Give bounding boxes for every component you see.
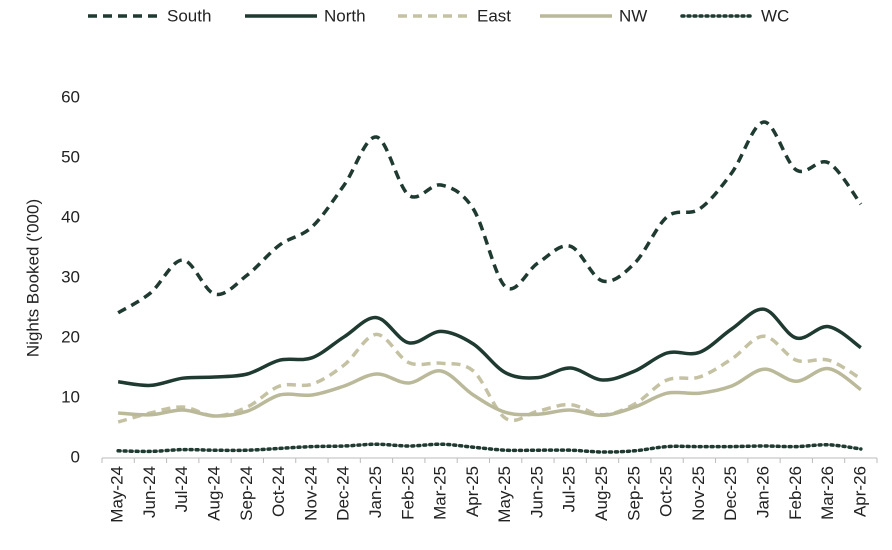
x-tick-label: Sep-25 (624, 466, 643, 521)
x-tick-label: Jan-25 (366, 466, 385, 518)
x-tick-label: Dec-24 (334, 466, 353, 521)
y-tick-label: 10 (61, 387, 80, 406)
x-tick-label: May-24 (108, 466, 127, 523)
legend-label: East (477, 6, 511, 25)
y-tick-label: 20 (61, 327, 80, 346)
y-axis-label: Nights Booked ('000) (23, 199, 42, 357)
x-tick-label: Oct-24 (269, 466, 288, 517)
series-line (117, 332, 862, 424)
x-tick-label: Jun-24 (140, 466, 159, 518)
x-tick-label: Jul-25 (560, 466, 579, 512)
x-tick-label: Sep-24 (237, 466, 256, 521)
y-tick-label: 50 (61, 147, 80, 166)
series-line (116, 442, 863, 454)
x-tick-label: Mar-25 (431, 466, 450, 520)
x-tick-label: Nov-25 (689, 466, 708, 521)
series-line (118, 366, 862, 418)
legend-label: NW (619, 6, 647, 25)
series-line (117, 120, 863, 315)
legend-label: WC (761, 6, 789, 25)
legend-label: South (167, 6, 211, 25)
x-tick-label: Feb-25 (398, 466, 417, 520)
x-tick-label: Aug-24 (205, 466, 224, 521)
legend-label: North (324, 6, 366, 25)
x-tick-label: Feb-26 (786, 466, 805, 520)
series-line (117, 307, 862, 388)
y-tick-label: 0 (71, 447, 80, 466)
x-tick-label: May-25 (495, 466, 514, 523)
x-tick-label: Apr-25 (463, 466, 482, 517)
x-tick-label: Aug-25 (592, 466, 611, 521)
y-tick-label: 60 (61, 87, 80, 106)
x-tick-label: Oct-25 (657, 466, 676, 517)
x-tick-label: Jul-24 (172, 466, 191, 512)
x-tick-label: Jan-26 (753, 466, 772, 518)
x-tick-label: Dec-25 (721, 466, 740, 521)
x-tick-label: Mar-26 (818, 466, 837, 520)
y-tick-label: 30 (61, 267, 80, 286)
x-tick-label: Apr-26 (850, 466, 869, 517)
x-tick-label: Jun-25 (527, 466, 546, 518)
x-tick-label: Nov-24 (301, 466, 320, 521)
y-tick-label: 40 (61, 207, 80, 226)
